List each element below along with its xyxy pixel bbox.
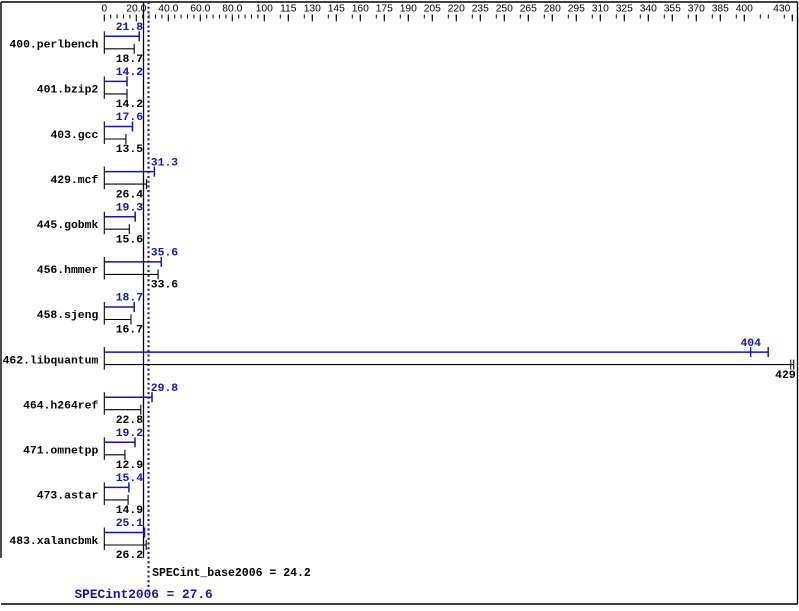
- svg-text:205: 205: [424, 4, 441, 15]
- svg-text:145: 145: [328, 4, 345, 15]
- svg-text:445.gobmk: 445.gobmk: [37, 220, 99, 232]
- svg-text:16.7: 16.7: [116, 325, 144, 337]
- svg-text:400: 400: [736, 4, 753, 15]
- svg-text:483.xalancbmk: 483.xalancbmk: [9, 536, 98, 548]
- svg-text:80.0: 80.0: [222, 4, 242, 15]
- svg-text:471.omnetpp: 471.omnetpp: [23, 446, 98, 458]
- svg-text:26.4: 26.4: [116, 189, 144, 201]
- svg-text:14.9: 14.9: [116, 505, 144, 517]
- svg-text:280: 280: [544, 4, 561, 15]
- svg-text:25.1: 25.1: [116, 518, 144, 530]
- svg-text:473.astar: 473.astar: [37, 491, 99, 503]
- svg-text:19.2: 19.2: [116, 428, 144, 440]
- svg-text:40.0: 40.0: [158, 4, 178, 15]
- svg-text:401.bzip2: 401.bzip2: [37, 85, 99, 97]
- svg-text:429: 429: [775, 370, 796, 382]
- svg-text:403.gcc: 403.gcc: [50, 130, 98, 142]
- svg-text:175: 175: [376, 4, 393, 15]
- svg-text:35.6: 35.6: [151, 248, 179, 260]
- svg-text:404: 404: [740, 338, 761, 350]
- svg-text:115: 115: [280, 4, 297, 15]
- svg-text:21.8: 21.8: [116, 22, 144, 34]
- svg-text:325: 325: [616, 4, 633, 15]
- svg-text:18.7: 18.7: [116, 293, 144, 305]
- svg-text:130: 130: [304, 4, 321, 15]
- svg-text:340: 340: [640, 4, 657, 15]
- svg-text:310: 310: [592, 4, 609, 15]
- svg-text:18.7: 18.7: [116, 54, 144, 66]
- svg-text:14.2: 14.2: [116, 67, 144, 79]
- svg-text:15.6: 15.6: [116, 234, 144, 246]
- svg-text:160: 160: [352, 4, 369, 15]
- svg-text:SPECint2006 = 27.6: SPECint2006 = 27.6: [75, 587, 213, 602]
- svg-text:SPECint_base2006 = 24.2: SPECint_base2006 = 24.2: [152, 567, 311, 580]
- svg-text:100: 100: [256, 4, 273, 15]
- svg-text:295: 295: [568, 4, 585, 15]
- svg-text:17.6: 17.6: [116, 112, 144, 124]
- svg-text:14.2: 14.2: [116, 99, 144, 111]
- svg-text:250: 250: [496, 4, 513, 15]
- svg-text:385: 385: [712, 4, 729, 15]
- svg-text:220: 220: [448, 4, 465, 15]
- svg-text:15.4: 15.4: [116, 473, 144, 485]
- svg-text:355: 355: [664, 4, 681, 15]
- svg-text:464.h264ref: 464.h264ref: [23, 400, 98, 412]
- svg-text:31.3: 31.3: [151, 157, 179, 169]
- svg-text:13.5: 13.5: [116, 144, 144, 156]
- svg-text:190: 190: [400, 4, 417, 15]
- svg-text:400.perlbench: 400.perlbench: [9, 40, 98, 52]
- svg-text:462.libquantum: 462.libquantum: [3, 355, 99, 367]
- svg-text:19.3: 19.3: [116, 202, 144, 214]
- svg-text:12.9: 12.9: [116, 460, 144, 472]
- svg-text:60.0: 60.0: [190, 4, 210, 15]
- svg-text:22.8: 22.8: [116, 415, 144, 427]
- svg-text:429.mcf: 429.mcf: [50, 175, 98, 187]
- svg-text:458.sjeng: 458.sjeng: [37, 310, 99, 322]
- svg-text:235: 235: [472, 4, 489, 15]
- svg-text:456.hmmer: 456.hmmer: [37, 265, 99, 277]
- svg-text:0: 0: [101, 4, 107, 15]
- svg-text:29.8: 29.8: [151, 383, 179, 395]
- svg-text:265: 265: [520, 4, 537, 15]
- svg-text:33.6: 33.6: [151, 280, 179, 292]
- svg-text:430: 430: [773, 4, 790, 15]
- svg-text:26.2: 26.2: [116, 550, 144, 562]
- svg-text:370: 370: [688, 4, 705, 15]
